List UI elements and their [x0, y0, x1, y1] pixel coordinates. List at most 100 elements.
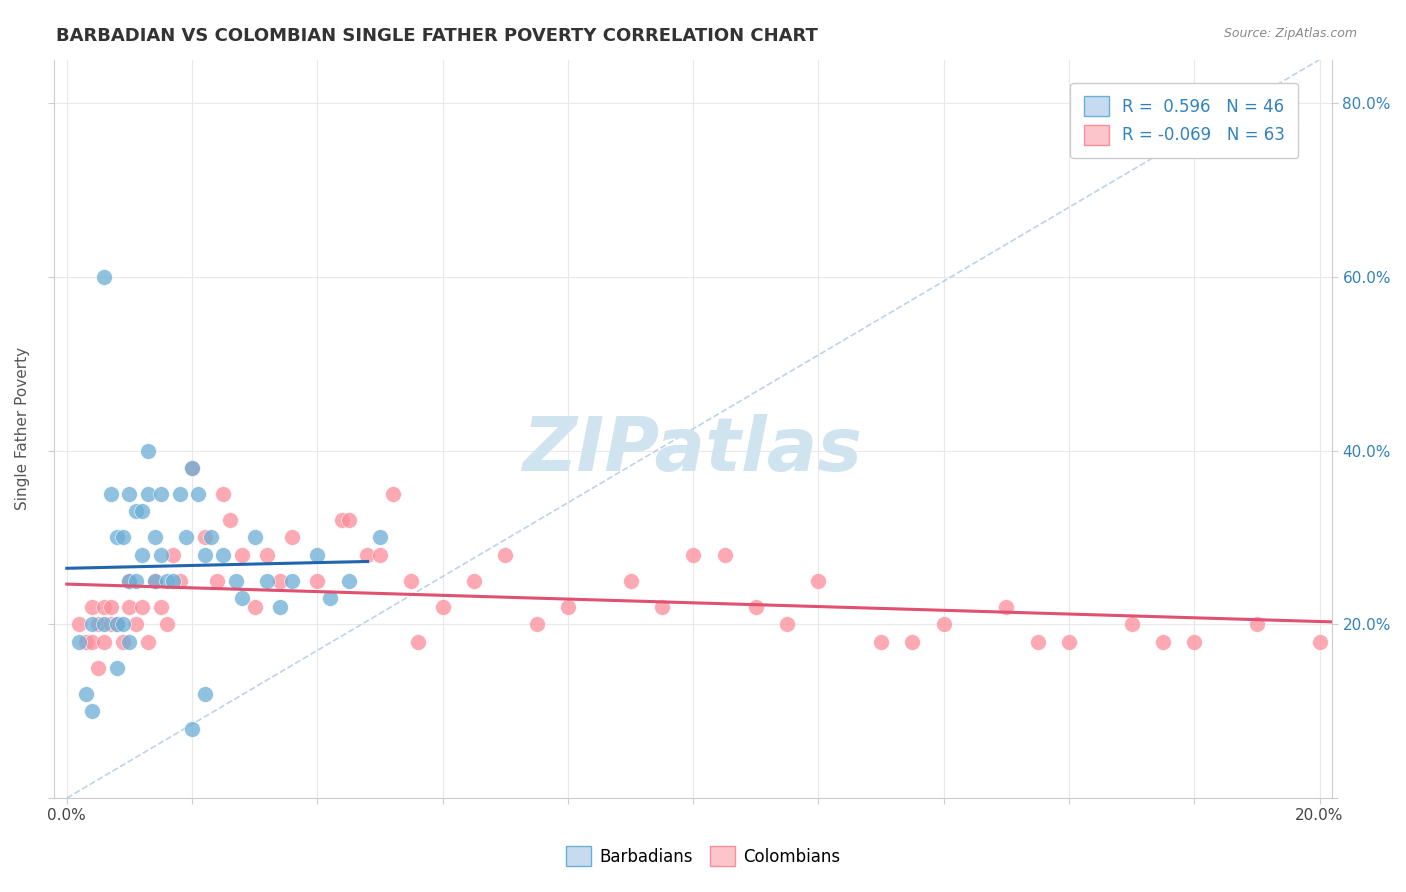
Point: [100, 617, 122, 632]
Point: [80, 599, 103, 614]
Point: [526, 617, 548, 632]
Point: [156, 574, 179, 588]
Point: [1182, 634, 1205, 648]
Point: [1026, 634, 1049, 648]
Point: [1121, 617, 1143, 632]
Point: [256, 574, 278, 588]
Point: [125, 504, 148, 518]
Text: BARBADIAN VS COLOMBIAN SINGLE FATHER POVERTY CORRELATION CHART: BARBADIAN VS COLOMBIAN SINGLE FATHER POV…: [56, 27, 818, 45]
Point: [181, 461, 204, 475]
Point: [212, 548, 235, 562]
Point: [118, 487, 141, 501]
Text: Source: ZipAtlas.com: Source: ZipAtlas.com: [1223, 27, 1357, 40]
Point: [143, 574, 166, 588]
Point: [125, 617, 148, 632]
Point: [93, 617, 115, 632]
Point: [118, 574, 141, 588]
Point: [67, 634, 90, 648]
Point: [463, 574, 485, 588]
Point: [149, 548, 172, 562]
Point: [1309, 634, 1331, 648]
Point: [381, 487, 404, 501]
Point: [776, 617, 799, 632]
Point: [162, 574, 184, 588]
Point: [307, 574, 329, 588]
Point: [231, 591, 253, 606]
Point: [75, 634, 97, 648]
Point: [87, 661, 110, 675]
Y-axis label: Single Father Poverty: Single Father Poverty: [15, 347, 30, 510]
Point: [281, 574, 304, 588]
Point: [118, 574, 141, 588]
Point: [557, 599, 579, 614]
Point: [243, 599, 266, 614]
Point: [307, 548, 329, 562]
Point: [93, 599, 115, 614]
Point: [156, 617, 179, 632]
Point: [118, 634, 141, 648]
Point: [406, 634, 429, 648]
Point: [169, 574, 191, 588]
Point: [181, 461, 204, 475]
Point: [118, 599, 141, 614]
Point: [125, 574, 148, 588]
Point: [995, 599, 1018, 614]
Point: [100, 599, 122, 614]
Point: [231, 548, 253, 562]
Point: [105, 661, 128, 675]
Point: [75, 687, 97, 701]
Point: [494, 548, 516, 562]
Point: [149, 487, 172, 501]
Point: [162, 548, 184, 562]
Point: [368, 530, 391, 544]
Point: [619, 574, 641, 588]
Point: [131, 599, 153, 614]
Point: [136, 443, 159, 458]
Legend: Barbadians, Colombians: Barbadians, Colombians: [558, 838, 848, 875]
Point: [149, 599, 172, 614]
Point: [1057, 634, 1080, 648]
Point: [212, 487, 235, 501]
Point: [319, 591, 342, 606]
Point: [112, 530, 135, 544]
Point: [143, 530, 166, 544]
Point: [80, 617, 103, 632]
Point: [713, 548, 735, 562]
Point: [174, 530, 197, 544]
Point: [368, 548, 391, 562]
Point: [67, 617, 90, 632]
Point: [143, 574, 166, 588]
Point: [1246, 617, 1268, 632]
Point: [337, 574, 360, 588]
Point: [269, 599, 291, 614]
Point: [807, 574, 830, 588]
Point: [87, 617, 110, 632]
Point: [131, 548, 153, 562]
Point: [901, 634, 924, 648]
Point: [745, 599, 768, 614]
Point: [243, 530, 266, 544]
Point: [682, 548, 704, 562]
Point: [112, 634, 135, 648]
Point: [401, 574, 423, 588]
Point: [80, 634, 103, 648]
Legend: R =  0.596   N = 46, R = -0.069   N = 63: R = 0.596 N = 46, R = -0.069 N = 63: [1070, 83, 1298, 159]
Point: [200, 530, 222, 544]
Point: [225, 574, 247, 588]
Point: [281, 530, 304, 544]
Point: [205, 574, 228, 588]
Point: [136, 634, 159, 648]
Point: [1152, 634, 1174, 648]
Point: [256, 548, 278, 562]
Point: [105, 617, 128, 632]
Point: [194, 687, 217, 701]
Point: [100, 487, 122, 501]
Point: [105, 617, 128, 632]
Point: [93, 634, 115, 648]
Point: [870, 634, 893, 648]
Point: [93, 269, 115, 284]
Point: [112, 617, 135, 632]
Point: [194, 530, 217, 544]
Point: [136, 487, 159, 501]
Point: [80, 704, 103, 718]
